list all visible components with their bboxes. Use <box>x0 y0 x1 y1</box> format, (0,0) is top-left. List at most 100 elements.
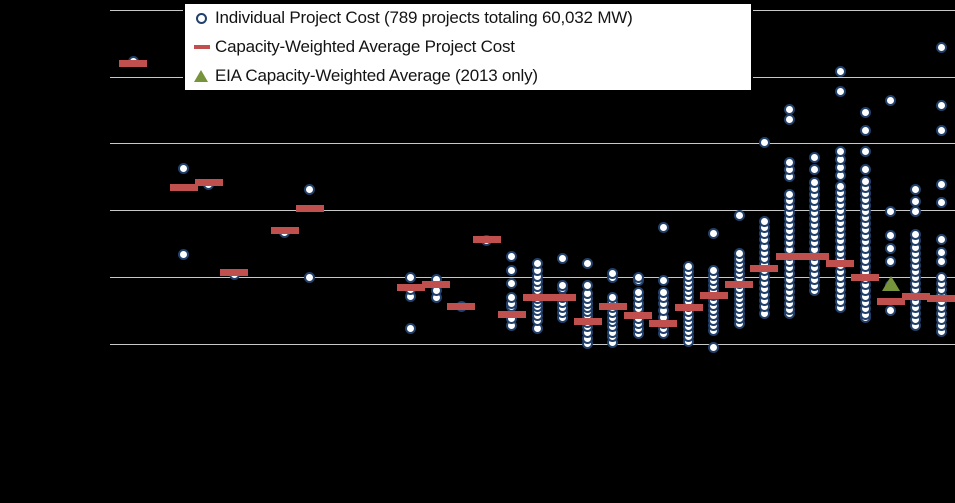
legend-label: Individual Project Cost (789 projects to… <box>215 8 633 28</box>
project-cost-point <box>935 246 947 258</box>
average-cost-dash <box>497 310 526 318</box>
project-cost-point <box>657 274 669 286</box>
project-cost-point <box>607 291 619 303</box>
project-cost-point <box>834 146 846 158</box>
average-cost-dash <box>826 259 854 267</box>
project-cost-point <box>935 100 947 112</box>
project-cost-point <box>885 255 896 267</box>
gridline <box>110 343 955 345</box>
average-cost-dash <box>851 273 880 281</box>
circle-marker-icon <box>193 10 215 26</box>
average-cost-dash <box>800 252 829 260</box>
project-cost-point <box>657 286 669 298</box>
average-cost-dash <box>523 293 551 301</box>
average-cost-dash <box>750 264 779 272</box>
project-cost-point <box>582 257 593 269</box>
average-cost-dash <box>119 59 147 67</box>
project-cost-point <box>834 86 846 98</box>
chart-legend: Individual Project Cost (789 projects to… <box>183 2 753 92</box>
project-cost-point <box>506 250 518 262</box>
average-cost-dash <box>775 252 804 260</box>
project-cost-point <box>632 271 644 283</box>
average-cost-dash <box>270 227 299 235</box>
average-cost-dash <box>447 302 476 310</box>
average-cost-dash <box>573 317 602 325</box>
average-cost-dash <box>927 294 955 302</box>
legend-label: Capacity-Weighted Average Project Cost <box>215 37 515 56</box>
dash-marker-icon <box>193 39 215 55</box>
project-cost-point <box>784 114 795 126</box>
project-cost-point <box>556 279 568 291</box>
legend-item-eia-average: EIA Capacity-Weighted Average (2013 only… <box>193 61 751 90</box>
project-cost-point <box>632 286 644 298</box>
project-cost-point <box>885 242 896 254</box>
project-cost-point <box>758 216 770 228</box>
project-cost-point <box>859 125 871 137</box>
project-cost-point <box>935 125 947 137</box>
legend-item-capacity-weighted-average: Capacity-Weighted Average Project Cost <box>193 33 751 62</box>
project-cost-point <box>304 184 316 196</box>
project-cost-point <box>556 252 568 264</box>
project-cost-point <box>784 157 795 169</box>
project-cost-point <box>405 322 417 334</box>
average-cost-dash <box>725 280 753 288</box>
project-cost-point <box>809 177 821 189</box>
project-cost-point <box>733 247 745 259</box>
eia-average-triangle <box>881 275 900 291</box>
project-cost-point <box>708 264 720 276</box>
average-cost-dash <box>472 236 501 244</box>
project-cost-point <box>506 264 518 276</box>
average-cost-dash <box>674 303 703 311</box>
project-cost-point <box>708 228 720 240</box>
project-cost-point <box>405 271 417 283</box>
project-cost-point <box>178 248 189 260</box>
project-cost-point <box>506 277 518 289</box>
project-cost-point <box>506 291 518 303</box>
project-cost-point <box>531 257 543 269</box>
project-cost-point <box>885 304 896 316</box>
project-cost-point <box>733 210 745 222</box>
project-cost-point <box>885 230 896 242</box>
project-cost-point <box>935 234 947 246</box>
gridline <box>110 210 955 212</box>
average-cost-dash <box>699 291 728 299</box>
project-cost-point <box>910 184 922 196</box>
project-cost-point <box>910 206 922 218</box>
legend-label: EIA Capacity-Weighted Average (2013 only… <box>215 65 538 85</box>
project-cost-point <box>683 260 694 272</box>
average-cost-dash <box>295 205 324 213</box>
project-cost-point <box>935 271 947 283</box>
average-cost-dash <box>548 293 577 301</box>
project-cost-point <box>582 279 593 291</box>
project-cost-point <box>784 104 795 116</box>
project-cost-point <box>935 179 947 191</box>
average-cost-dash <box>876 297 905 305</box>
project-cost-point <box>885 95 896 107</box>
project-cost-point <box>859 146 871 158</box>
project-cost-point <box>657 222 669 234</box>
project-cost-point <box>859 164 871 176</box>
project-cost-point <box>834 65 846 77</box>
project-cost-point <box>910 229 922 241</box>
project-cost-point <box>935 42 947 54</box>
project-cost-point <box>758 137 770 149</box>
average-cost-dash <box>624 311 652 319</box>
project-cost-point <box>859 107 871 119</box>
project-cost-point <box>809 164 821 176</box>
project-cost-point <box>910 196 922 208</box>
average-cost-dash <box>220 268 248 276</box>
project-cost-point <box>708 341 720 353</box>
project-cost-point <box>178 163 189 175</box>
project-cost-point <box>304 271 316 283</box>
average-cost-dash <box>422 280 450 288</box>
project-cost-point <box>859 176 871 188</box>
project-cost-point <box>935 197 947 209</box>
triangle-marker-icon <box>193 68 215 84</box>
project-cost-point <box>834 181 846 193</box>
project-cost-point <box>809 152 821 164</box>
average-cost-dash <box>194 179 223 187</box>
average-cost-dash <box>649 319 678 327</box>
gridline <box>110 143 955 145</box>
average-cost-dash <box>396 283 425 291</box>
